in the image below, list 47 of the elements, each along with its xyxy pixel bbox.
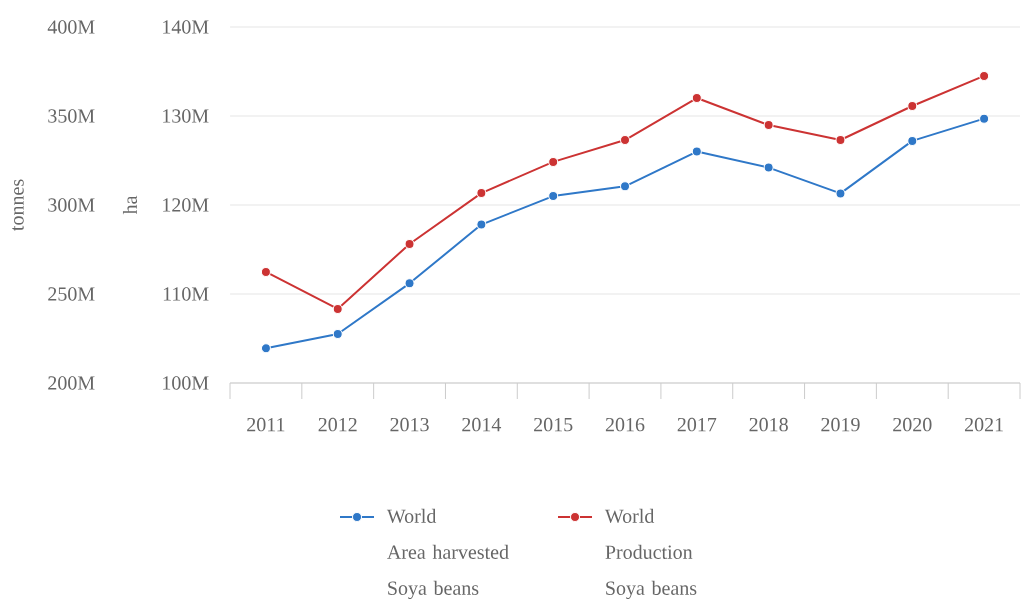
y2-tick-label: 350M [48, 109, 95, 123]
point [548, 191, 559, 202]
point [835, 188, 846, 199]
point [691, 93, 702, 104]
y2-tick-label: 250M [48, 287, 95, 301]
x-tick-label: 2018 [749, 417, 788, 432]
x-tick-label: 2012 [318, 417, 357, 432]
point [260, 266, 271, 277]
y-tick-label: 130M [163, 109, 209, 123]
point [907, 101, 918, 112]
point [404, 238, 415, 249]
point [979, 70, 990, 81]
legend-label: World Production Soya beans [604, 508, 697, 600]
point [907, 135, 918, 146]
x-tick-label: 2015 [534, 417, 573, 432]
y2-axis-title: tonnes [12, 179, 24, 231]
point [332, 329, 343, 340]
x-tick-label: 2014 [462, 417, 502, 432]
x-tick-label: 2021 [964, 417, 1003, 432]
x-tick-label: 2016 [605, 417, 645, 432]
point [260, 343, 271, 354]
point [691, 146, 702, 157]
point [620, 181, 631, 192]
x-tick-label: 2019 [821, 417, 860, 432]
x-tick-label: 2020 [893, 417, 932, 432]
x-tick-label: 2013 [390, 417, 429, 432]
point [979, 113, 990, 124]
y-tick-label: 100M [163, 376, 209, 390]
point [763, 162, 774, 173]
point [476, 219, 487, 230]
point [332, 303, 343, 314]
x-tick-label: 2017 [677, 417, 717, 432]
point [548, 156, 559, 167]
point [620, 135, 631, 146]
point [476, 188, 487, 199]
y-tick-label: 140M [163, 20, 209, 34]
y2-tick-label: 400M [47, 20, 95, 34]
point [404, 278, 415, 289]
point [835, 135, 846, 146]
y-tick-label: 110M [163, 287, 209, 301]
x-tick-label: 2011 [247, 417, 285, 432]
y-axis-title: ha [122, 195, 138, 215]
legend-label: World Area harvested Soya beans [386, 508, 509, 600]
y-tick-label: 120M [163, 198, 209, 212]
point [763, 120, 774, 131]
y2-tick-label: 300M [48, 198, 95, 212]
y2-tick-label: 200M [48, 376, 95, 390]
